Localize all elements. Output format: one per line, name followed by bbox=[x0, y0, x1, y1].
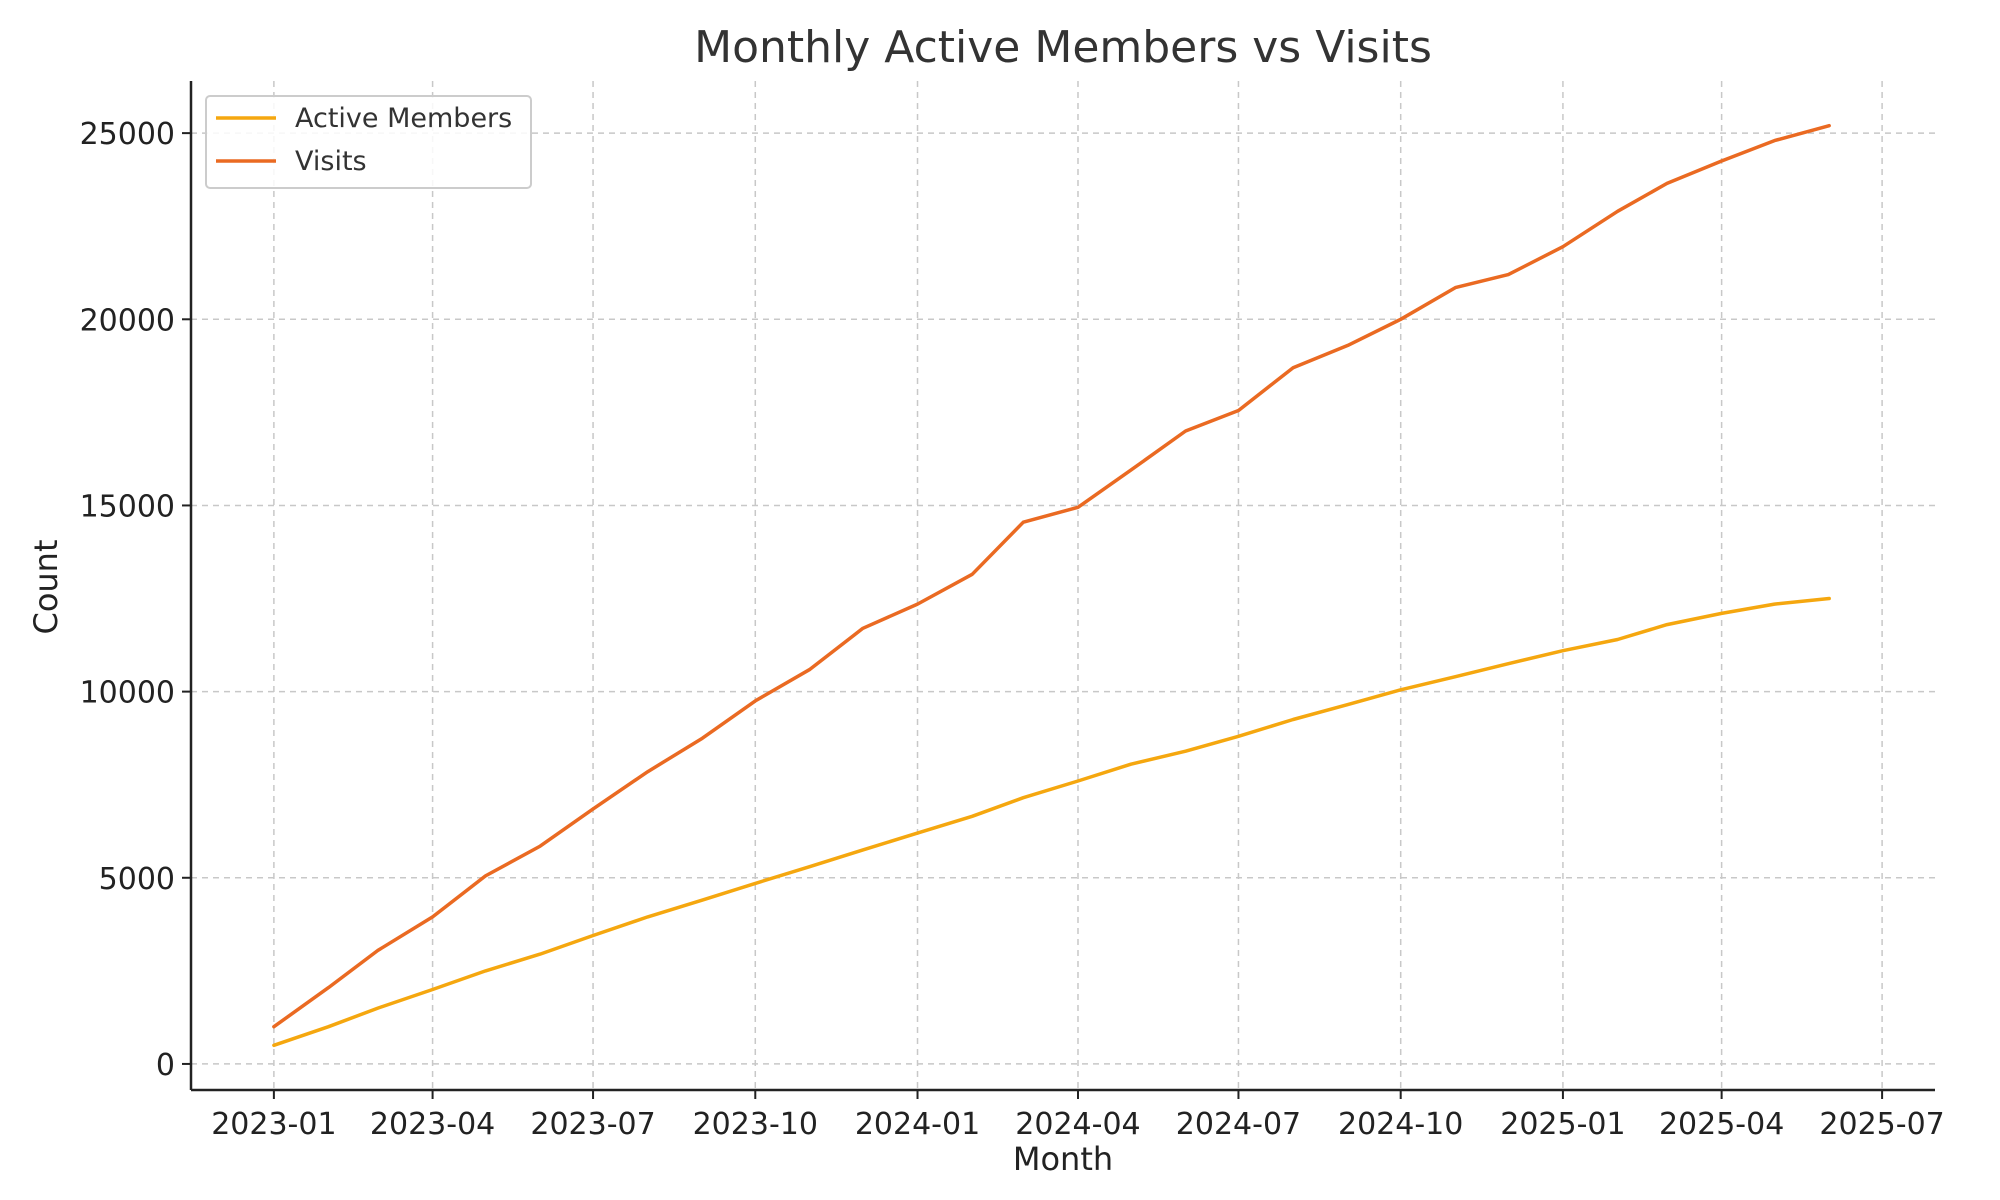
x-tick-label: 2023-10 bbox=[693, 1107, 818, 1142]
legend-label: Active Members bbox=[295, 103, 512, 134]
series-line-active-members bbox=[272, 596, 1831, 1048]
x-tick-label: 2023-01 bbox=[211, 1107, 336, 1142]
y-axis-ticks: 0 5000 10000 15000 20000 25000 bbox=[80, 117, 191, 1083]
x-tick-label: 2024-04 bbox=[1015, 1107, 1140, 1142]
x-axis-ticks: 2023-01 2023-04 2023-07 2023-10 2024-01 2024-… bbox=[211, 1090, 1945, 1142]
x-tick-label: 2024-10 bbox=[1338, 1107, 1463, 1142]
x-tick-label: 2025-04 bbox=[1659, 1107, 1784, 1142]
y-tick-label: 0 bbox=[156, 1048, 175, 1083]
series-layer bbox=[272, 123, 1831, 1048]
x-tick-label: 2023-07 bbox=[530, 1107, 655, 1142]
chart-title: Monthly Active Members vs Visits bbox=[694, 22, 1432, 73]
legend-frame bbox=[205, 95, 532, 189]
x-tick-label: 2025-01 bbox=[1500, 1107, 1625, 1142]
y-axis-label: Count bbox=[27, 539, 65, 634]
x-tick-label: 2025-07 bbox=[1819, 1107, 1944, 1142]
y-tick-label: 10000 bbox=[80, 676, 175, 711]
x-tick-label: 2024-01 bbox=[855, 1107, 980, 1142]
y-tick-label: 25000 bbox=[80, 117, 175, 152]
x-tick-label: 2023-04 bbox=[370, 1107, 495, 1142]
legend: Active Members Visits bbox=[205, 95, 532, 189]
y-tick-label: 5000 bbox=[99, 862, 175, 897]
x-tick-label: 2024-07 bbox=[1176, 1107, 1301, 1142]
x-axis-label: Month bbox=[1013, 1140, 1113, 1178]
y-tick-label: 15000 bbox=[80, 489, 175, 524]
y-tick-label: 20000 bbox=[80, 303, 175, 338]
grid-lines bbox=[191, 81, 1935, 1090]
series-line-visits bbox=[272, 123, 1831, 1029]
legend-label: Visits bbox=[295, 146, 367, 177]
